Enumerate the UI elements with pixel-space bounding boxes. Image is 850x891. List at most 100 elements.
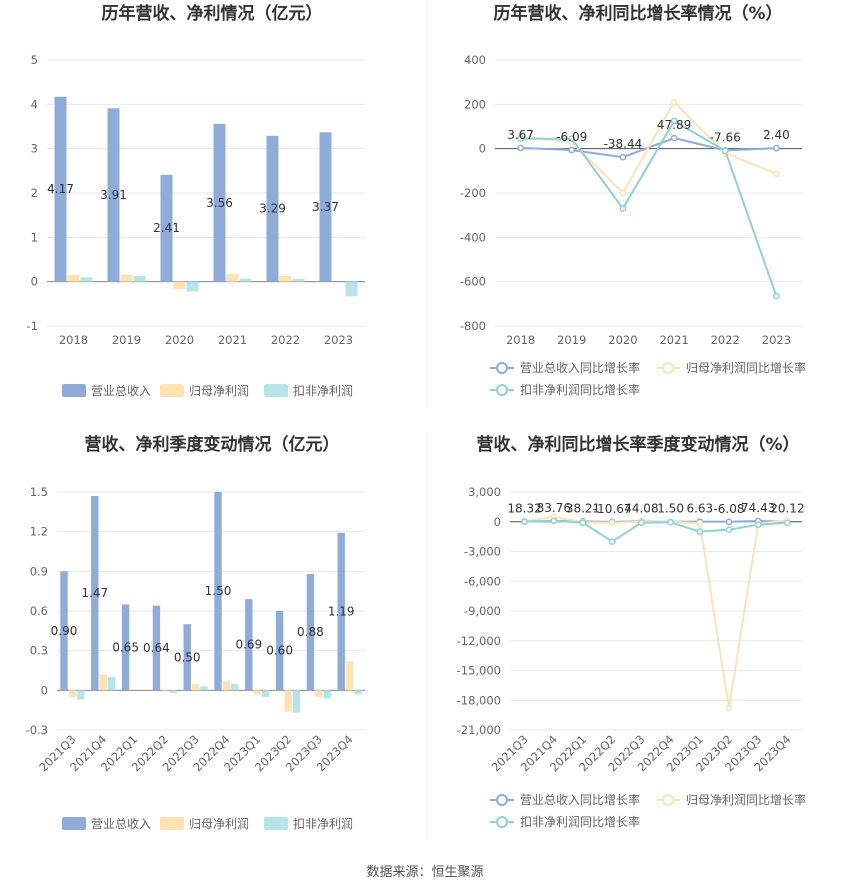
x-tick-label: 2019 bbox=[112, 333, 141, 347]
legend-swatch bbox=[160, 384, 184, 397]
data-point bbox=[667, 518, 674, 526]
y-tick-label: 3,000 bbox=[468, 485, 501, 499]
annual-growth-rate-chart: 历年营收、净利同比增长率情况（%） 400 200 0 -200 -400 -600 -800… bbox=[460, 3, 806, 397]
bar-deducted-profit bbox=[133, 275, 146, 282]
y-tick-label: 200 bbox=[464, 97, 486, 111]
legend-marker bbox=[496, 362, 508, 374]
data-label: 3.91 bbox=[100, 188, 127, 202]
y-tick-label: -600 bbox=[460, 275, 486, 289]
annual-revenue-profit-chart: 历年营收、净利情况（亿元） 5 4 3 2 1 0 -1 2018 2019 2020 2021 202… bbox=[27, 3, 365, 398]
data-label: 1.50 bbox=[205, 584, 232, 598]
data-label: -6.08 bbox=[713, 502, 744, 516]
bar-deducted-profit bbox=[77, 690, 85, 700]
legend-swatch bbox=[264, 384, 288, 397]
data-label: 0.50 bbox=[174, 650, 201, 664]
data-point bbox=[670, 134, 678, 142]
data-label: 1.47 bbox=[81, 586, 108, 600]
chart-title: 历年营收、净利情况（亿元） bbox=[102, 3, 323, 24]
bar-revenue bbox=[152, 605, 161, 691]
data-label: 18.32 bbox=[507, 502, 541, 516]
bar-revenue bbox=[121, 604, 130, 691]
legend-marker bbox=[496, 816, 508, 828]
legend-swatch bbox=[62, 384, 86, 397]
bar-deducted-profit bbox=[261, 690, 270, 697]
legend-marker bbox=[496, 794, 508, 806]
data-point bbox=[773, 170, 780, 178]
data-point bbox=[608, 538, 616, 545]
legend-swatch bbox=[264, 817, 288, 830]
data-point bbox=[725, 526, 733, 534]
data-point bbox=[579, 519, 587, 527]
chart-title: 营收、净利季度变动情况（亿元） bbox=[85, 434, 340, 455]
data-label: -7.66 bbox=[710, 130, 741, 144]
bar-net-profit bbox=[161, 690, 169, 692]
data-label: 3.29 bbox=[259, 202, 286, 216]
data-point bbox=[550, 517, 558, 525]
y-tick-label: -18,000 bbox=[457, 693, 501, 707]
data-point bbox=[670, 98, 678, 106]
bar-revenue bbox=[214, 492, 222, 691]
data-point bbox=[784, 519, 791, 527]
bar-net-profit bbox=[68, 690, 77, 697]
data-point bbox=[608, 519, 616, 527]
data-label: 0.88 bbox=[297, 625, 324, 639]
bar-revenue bbox=[91, 495, 99, 691]
bar-net-profit bbox=[191, 683, 200, 691]
legend-label: 扣非净利润 bbox=[293, 817, 353, 831]
bar-deducted-profit bbox=[231, 683, 239, 691]
data-label: 47.89 bbox=[657, 118, 691, 132]
legend-label: 归母净利润 bbox=[189, 384, 249, 398]
data-point bbox=[619, 153, 627, 161]
data-label: 2.41 bbox=[153, 221, 180, 235]
data-label: 0.90 bbox=[51, 624, 78, 638]
y-tick-label: 4 bbox=[31, 97, 38, 111]
data-point bbox=[619, 189, 627, 197]
bar-deducted-profit bbox=[323, 690, 331, 699]
data-label: 3.56 bbox=[206, 196, 233, 210]
data-point bbox=[638, 519, 645, 527]
data-point bbox=[721, 147, 729, 155]
data-label: 6.63 bbox=[686, 502, 713, 516]
y-tick-label: 400 bbox=[464, 53, 486, 67]
data-source-note: 数据来源：恒生聚源 bbox=[366, 865, 483, 880]
data-point bbox=[725, 704, 733, 712]
chart-title: 营收、净利同比增长率季度变动情况（%） bbox=[476, 434, 799, 455]
y-tick-label: 0 bbox=[31, 275, 38, 289]
quarterly-growth-rate-chart: 营收、净利同比增长率季度变动情况（%） 3,000 0 -3,000 -6,000 -9,… bbox=[457, 434, 806, 829]
y-tick-label: -400 bbox=[460, 230, 486, 244]
bar-deducted-profit bbox=[107, 677, 116, 691]
y-tick-label: 5 bbox=[31, 53, 38, 67]
bar-net-profit bbox=[315, 690, 323, 697]
y-tick-label: -3,000 bbox=[464, 545, 501, 559]
quarterly-revenue-profit-chart: 营收、净利季度变动情况（亿元）1.51.20.90.60.30-0.32021Q… bbox=[26, 434, 365, 831]
data-point bbox=[619, 205, 627, 212]
legend-label: 营业总收入 bbox=[91, 817, 151, 831]
data-point bbox=[517, 144, 524, 152]
data-label: 44.08 bbox=[624, 501, 658, 515]
series-line-deducted-profit bbox=[524, 519, 788, 543]
data-point bbox=[670, 117, 678, 125]
x-tick-label: 2018 bbox=[506, 333, 535, 347]
bar-net-profit bbox=[226, 274, 239, 282]
y-tick-label: 2 bbox=[31, 186, 38, 200]
bar-net-profit bbox=[345, 661, 354, 691]
data-label: 3.67 bbox=[507, 128, 534, 142]
data-label: 1.19 bbox=[328, 605, 355, 619]
data-label: 20.12 bbox=[770, 502, 804, 516]
data-point bbox=[754, 521, 762, 529]
y-tick-label: 0 bbox=[41, 683, 48, 697]
bar-revenue bbox=[337, 532, 345, 691]
bar-revenue bbox=[54, 96, 67, 282]
x-tick-label: 2021 bbox=[218, 333, 247, 347]
bar-deducted-profit bbox=[292, 690, 301, 713]
series-line-net-profit bbox=[520, 100, 777, 195]
bar-revenue bbox=[245, 599, 253, 691]
data-label: -10.67 bbox=[593, 502, 632, 516]
x-tick-label: 2020 bbox=[165, 333, 194, 347]
bar-deducted-profit bbox=[80, 277, 93, 282]
data-label: -6.09 bbox=[556, 130, 587, 144]
legend-label: 营业总收入 bbox=[91, 384, 151, 398]
legend-swatch bbox=[62, 817, 86, 830]
x-tick-label: 2023 bbox=[324, 333, 353, 347]
